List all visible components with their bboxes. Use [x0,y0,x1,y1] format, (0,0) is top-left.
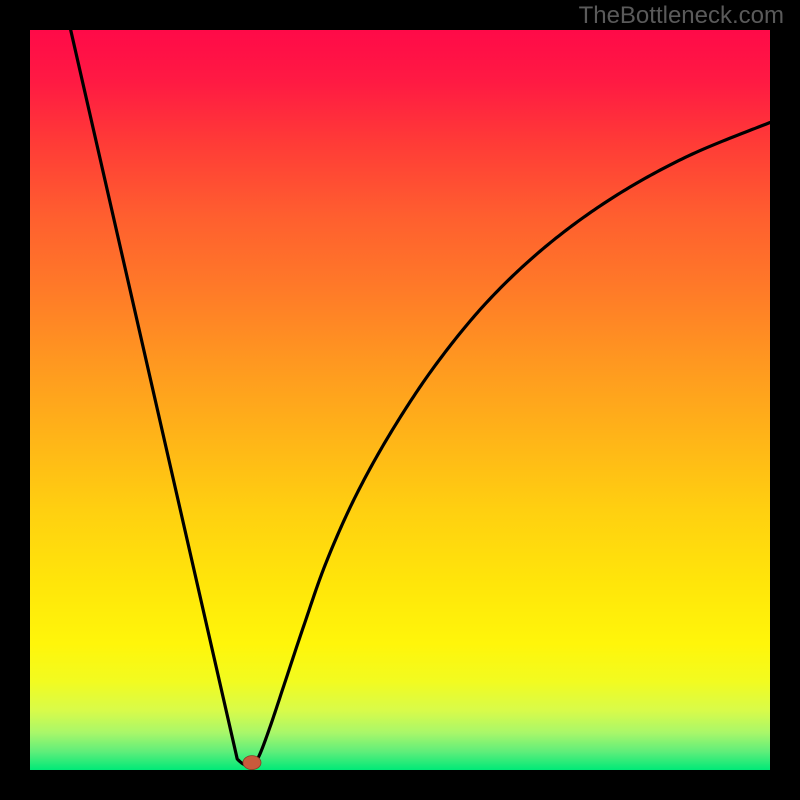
plot-area [30,30,770,770]
watermark-text: TheBottleneck.com [579,2,784,30]
gradient-background [30,30,770,770]
figure-root: TheBottleneck.com [0,0,800,800]
